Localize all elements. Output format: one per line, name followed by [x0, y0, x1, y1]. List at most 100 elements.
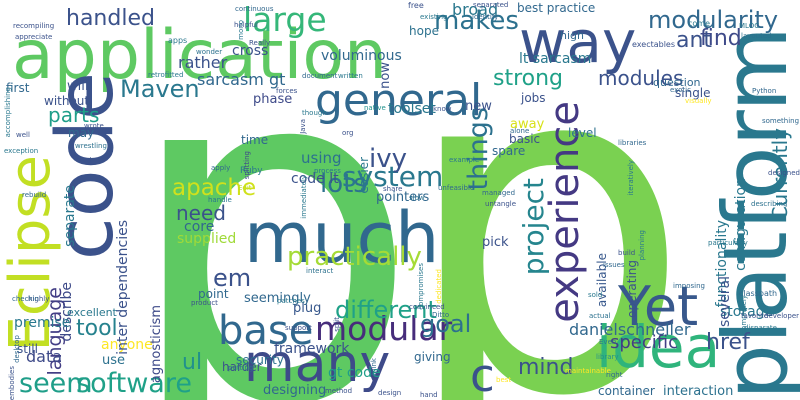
cloud-word: specific	[610, 332, 679, 353]
cloud-word: highly	[28, 295, 50, 303]
cloud-word: many	[244, 334, 391, 394]
cloud-word: goal	[420, 310, 472, 338]
cloud-word: wonder	[196, 48, 223, 56]
cloud-word: apache	[172, 175, 257, 201]
cloud-word: easier	[357, 157, 371, 194]
cloud-word: framework	[274, 341, 350, 357]
cloud-word: large	[243, 0, 327, 39]
cloud-word: mind	[518, 355, 574, 380]
cloud-word: idea	[596, 313, 721, 381]
cloud-word: voluminous	[321, 48, 402, 64]
cloud-word: base	[218, 308, 314, 354]
cloud-word: excellent	[67, 306, 117, 319]
cloud-word: basic	[509, 132, 541, 146]
cloud-word: way	[519, 8, 637, 76]
cloud-word: support	[285, 324, 312, 332]
cloud-word: cross	[232, 43, 269, 59]
cloud-word: inter dependencies	[115, 220, 131, 355]
cloud-word: code lt	[291, 171, 339, 187]
cloud-word: security	[236, 353, 284, 367]
cloud-word: software	[76, 368, 192, 399]
cloud-word: apps	[168, 36, 188, 45]
cloud-word: single	[675, 86, 711, 100]
cloud-word: ul	[182, 350, 203, 375]
cloud-word: several	[717, 276, 733, 328]
cloud-word: Really	[249, 39, 271, 47]
cloud-word: patches	[277, 297, 305, 305]
cloud-word: designing	[263, 383, 327, 398]
cloud-word: different	[335, 296, 437, 324]
cloud-word: Yet	[618, 275, 699, 338]
cloud-word: accomplishing	[4, 87, 12, 138]
cloud-word: developer	[764, 312, 800, 320]
cloud-word: still	[17, 342, 38, 356]
cloud-word: best practice	[517, 1, 596, 15]
cloud-word: retrofitted	[148, 71, 184, 79]
cloud-word: phase	[253, 92, 293, 107]
cloud-word: without	[44, 94, 90, 108]
cloud-word: method	[325, 387, 353, 395]
cloud-word: application	[12, 16, 388, 95]
cloud-word: issues	[603, 261, 625, 269]
cloud-word: continuous	[235, 5, 274, 13]
cloud-word: handled	[66, 6, 155, 31]
cloud-word: anyone	[101, 337, 153, 353]
cloud-word: first	[6, 81, 30, 95]
cloud-word: library	[596, 353, 619, 361]
cloud-word: convinced	[409, 303, 445, 311]
cloud-word: particularly	[708, 239, 748, 247]
cloud-word: untangle	[485, 200, 517, 208]
cloud-word: existing	[420, 13, 448, 21]
cloud-word: visually	[685, 97, 712, 105]
cloud-word: favorite	[741, 312, 769, 320]
cloud-word: split	[333, 317, 341, 332]
cloud-word: immediately	[300, 175, 308, 219]
cloud-word: sold	[588, 291, 603, 299]
cloud-word: general	[315, 75, 483, 126]
cloud-word: Java	[299, 119, 307, 134]
cloud-word: exotic	[670, 86, 691, 94]
cloud-word: slow	[409, 194, 425, 202]
cloud-word: well	[16, 131, 30, 139]
cloud-word: broad	[452, 0, 499, 19]
cloud-word: putting	[228, 364, 254, 372]
cloud-word: strong	[493, 66, 564, 91]
cloud-word: checkin	[12, 295, 39, 303]
cloud-word: maintainable	[565, 367, 611, 375]
cloud-word: written	[338, 72, 363, 80]
cloud-word: compromises	[417, 263, 425, 310]
cloud-word: recompiling	[13, 22, 55, 30]
cloud-word: Ditto	[432, 311, 450, 319]
cloud-word: core	[184, 219, 215, 235]
cloud-word: container	[598, 384, 655, 398]
cloud-word: giving	[414, 350, 451, 364]
cloud-word: level	[568, 126, 597, 140]
cloud-word: Even	[599, 338, 617, 346]
cloud-word: hope	[409, 24, 439, 38]
cloud-word: designed	[768, 169, 800, 177]
cloud-word: come	[688, 19, 711, 28]
cloud-word: managed	[482, 189, 516, 197]
cloud-word: interact	[306, 267, 334, 275]
cloud-word: using	[301, 149, 342, 167]
cloud-word: example	[449, 156, 480, 164]
cloud-word: spare	[492, 144, 526, 158]
cloud-word: separate	[62, 185, 78, 247]
cloud-word: seem	[19, 368, 93, 399]
cloud-word: free	[408, 1, 424, 10]
cloud-word: point	[198, 287, 229, 301]
cloud-word: helpful	[234, 21, 258, 29]
cloud-word: imposing	[673, 282, 705, 290]
cloud-word: start	[76, 156, 93, 164]
cloud-word: Maven	[120, 75, 200, 103]
cloud-word: ant	[676, 28, 713, 53]
cloud-word: data	[26, 347, 63, 366]
cloud-word: best	[496, 376, 512, 384]
cloud-word: configuration	[733, 178, 749, 271]
cloud-word: separated	[473, 1, 509, 9]
cloud-word: em	[213, 264, 252, 292]
cloud-word: rebuild	[22, 191, 47, 199]
cloud-word: pick	[482, 235, 509, 250]
cloud-word: planning	[638, 230, 646, 261]
